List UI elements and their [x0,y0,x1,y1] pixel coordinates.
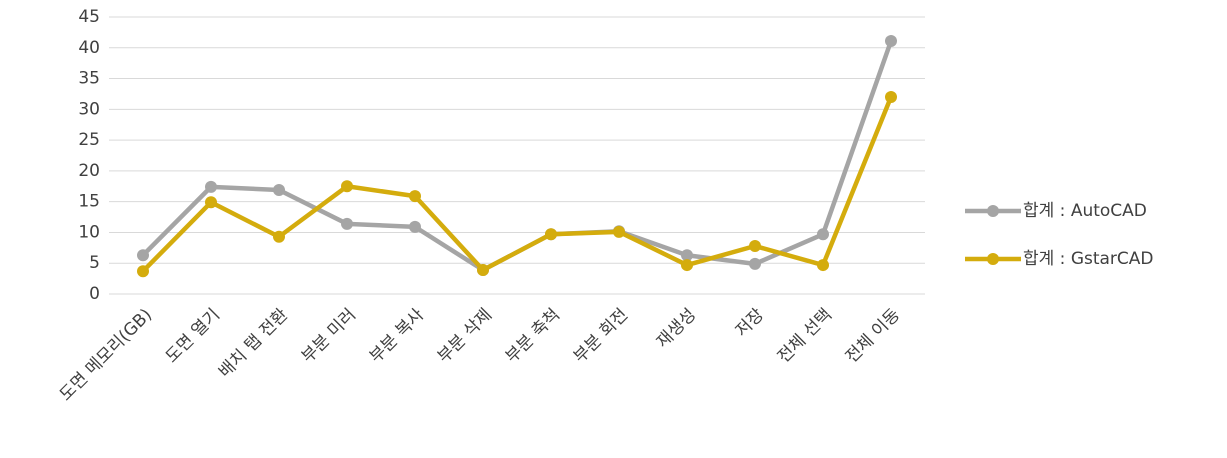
x-tick-label: 배치 탭 전환 [215,305,292,382]
data-point [477,263,489,276]
y-tick-label: 5 [89,253,100,273]
data-point [341,180,353,193]
data-point [817,259,829,272]
y-tick-label: 25 [78,130,100,150]
data-point [613,225,625,238]
legend-marker [987,253,999,265]
data-point [273,230,285,243]
x-tick-label: 도면 메모리(GB) [56,305,156,405]
data-point [817,228,829,241]
y-tick-label: 15 [78,192,100,212]
legend-label: 합계 : GstarCAD [1023,249,1154,269]
y-tick-label: 35 [78,69,100,89]
x-tick-label: 부분 미러 [298,305,360,367]
data-point [137,249,149,262]
y-tick-label: 40 [78,38,100,58]
data-point [545,228,557,241]
data-point [409,220,421,233]
data-point [137,265,149,278]
x-tick-label: 재생성 [653,305,700,352]
data-point [749,257,761,270]
x-tick-label: 도면 열기 [162,305,224,367]
x-tick-label: 부분 삭제 [434,305,496,367]
legend-marker [987,205,999,217]
y-tick-label: 45 [78,7,100,27]
data-point [681,259,693,272]
y-tick-label: 10 [78,222,100,242]
x-tick-label: 부분 복사 [366,305,428,367]
data-point [205,196,217,209]
y-tick-label: 20 [78,161,100,181]
data-point [885,91,897,104]
x-tick-label: 부분 회전 [570,305,632,367]
series-line [141,40,894,273]
y-tick-label: 30 [78,99,100,119]
data-point [341,217,353,230]
data-point [885,35,897,48]
data-point [681,249,693,262]
y-tick-label: 0 [89,284,100,304]
series-line [141,96,894,273]
x-tick-label: 전체 선택 [774,305,836,367]
x-tick-label: 저장 [732,305,769,342]
data-point [205,180,217,193]
data-point [749,239,761,252]
data-point [409,190,421,203]
x-tick-label: 전체 이동 [842,305,904,367]
x-tick-label: 부분 축척 [502,305,564,367]
legend-label: 합계 : AutoCAD [1023,201,1147,221]
data-point [273,183,285,196]
